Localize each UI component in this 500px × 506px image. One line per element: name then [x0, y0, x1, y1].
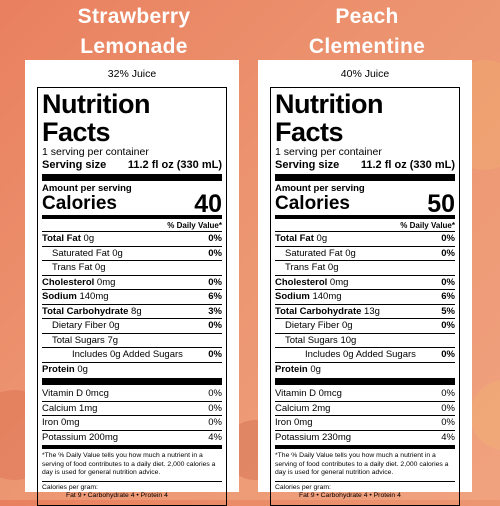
divider-thin: [42, 480, 222, 482]
amount-per-serving: Amount per serving: [42, 183, 132, 194]
nutrient-row-protein: Protein 0g: [42, 361, 222, 377]
nutrient-row-total-fat: Total Fat 0g 0%: [275, 231, 455, 244]
divider-thick: [42, 378, 222, 385]
nutrient-row-total-fat: Total Fat 0g 0%: [42, 231, 222, 244]
nutrient-row-total-sugars: Total Sugars 7g: [42, 332, 222, 348]
divider-medium: [275, 445, 455, 449]
nutrient-row-cholesterol: Cholesterol 0mg 0%: [42, 274, 222, 288]
nutrient-row-dietary-fiber: Dietary Fiber 0g 0%: [42, 318, 222, 333]
nutrition-panel-left: 32% Juice Nutrition Facts 1 serving per …: [25, 60, 239, 506]
calories-per-gram-values: Fat 9 • Carbohydrate 4 • Protein 4: [299, 492, 401, 499]
nutrient-row-iron: Iron 0mg 0%: [275, 415, 455, 428]
juice-percent: 32% Juice: [107, 68, 157, 80]
divider-thick: [275, 174, 455, 181]
serving-size: Serving size 11.2 fl oz (330 mL): [275, 159, 455, 171]
nutrition-facts-title: Nutrition Facts: [275, 89, 383, 147]
nutrient-row-iron: Iron 0mg 0%: [42, 415, 222, 428]
daily-value-footnote: *The % Daily Value tells you how much a …: [275, 452, 449, 476]
nutrition-facts-label: Nutrition Facts 1 serving per container …: [37, 87, 227, 506]
nutrient-row-trans-fat: Trans Fat 0g: [42, 260, 222, 275]
product-title-strawberry-lemonade: Strawberry Lemonade: [77, 5, 191, 58]
servings-per-container: 1 serving per container: [42, 146, 149, 158]
calories-per-gram-values: Fat 9 • Carbohydrate 4 • Protein 4: [66, 492, 168, 499]
nutrient-row-vitamin-d: Vitamin D 0mcg 0%: [275, 388, 455, 399]
nutrient-row-sodium: Sodium 140mg 6%: [42, 289, 222, 302]
nutrition-facts-label: Nutrition Facts 1 serving per container …: [270, 87, 460, 506]
nutrient-row-potassium: Potassium 230mg 4%: [275, 429, 455, 443]
nutrient-row-total-carbohydrate: Total Carbohydrate 13g 5%: [275, 303, 455, 317]
nutrient-row-protein: Protein 0g: [275, 361, 455, 377]
nutrition-facts-title: Nutrition Facts: [42, 89, 150, 147]
calories-value: 50: [427, 190, 455, 218]
calories-row: Calories 40: [42, 190, 222, 218]
nutrient-row-dietary-fiber: Dietary Fiber 0g 0%: [275, 318, 455, 333]
background-fruit-shape: [470, 380, 500, 450]
divider-medium: [275, 215, 455, 219]
divider-medium: [42, 215, 222, 219]
nutrient-row-cholesterol: Cholesterol 0mg 0%: [275, 274, 455, 288]
calories-per-gram-label: Calories per gram:: [275, 483, 331, 491]
nutrient-row-total-sugars: Total Sugars 10g: [275, 332, 455, 348]
amount-per-serving: Amount per serving: [275, 183, 365, 194]
daily-value-header: % Daily Value*: [167, 221, 222, 230]
nutrient-row-added-sugars: Includes 0g Added Sugars 0%: [275, 347, 455, 362]
nutrient-row-vitamin-d: Vitamin D 0mcg 0%: [42, 388, 222, 399]
nutrient-row-calcium: Calcium 1mg 0%: [42, 400, 222, 414]
calories-row: Calories 50: [275, 190, 455, 218]
nutrition-panel-right: 40% Juice Nutrition Facts 1 serving per …: [258, 60, 472, 506]
divider-medium: [42, 445, 222, 449]
daily-value-header: % Daily Value*: [400, 221, 455, 230]
juice-percent: 40% Juice: [340, 68, 390, 80]
nutrient-row-saturated-fat: Saturated Fat 0g 0%: [275, 245, 455, 261]
nutrient-row-total-carbohydrate: Total Carbohydrate 8g 3%: [42, 303, 222, 317]
daily-value-footnote: *The % Daily Value tells you how much a …: [42, 452, 216, 476]
calories-per-gram-label: Calories per gram:: [42, 483, 98, 491]
nutrient-row-potassium: Potassium 200mg 4%: [42, 429, 222, 443]
divider-thick: [42, 174, 222, 181]
divider-thick: [275, 378, 455, 385]
nutrient-row-added-sugars: Includes 0g Added Sugars 0%: [42, 347, 222, 362]
calories-value: 40: [194, 190, 222, 218]
product-title-peach-clementine: Peach Clementine: [308, 5, 426, 58]
nutrient-row-sodium: Sodium 140mg 6%: [275, 289, 455, 302]
serving-size: Serving size 11.2 fl oz (330 mL): [42, 159, 222, 171]
divider-thin: [275, 480, 455, 482]
nutrient-row-saturated-fat: Saturated Fat 0g 0%: [42, 245, 222, 261]
nutrient-row-trans-fat: Trans Fat 0g: [275, 260, 455, 275]
nutrient-row-calcium: Calcium 2mg 0%: [275, 400, 455, 414]
servings-per-container: 1 serving per container: [275, 146, 382, 158]
